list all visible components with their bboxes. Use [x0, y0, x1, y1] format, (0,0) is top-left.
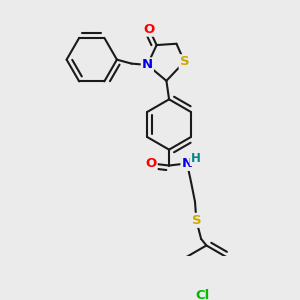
Text: N: N: [182, 157, 193, 170]
Text: Cl: Cl: [195, 289, 209, 300]
Text: S: S: [180, 55, 189, 68]
Text: N: N: [142, 58, 153, 71]
Text: H: H: [190, 152, 200, 165]
Text: S: S: [191, 214, 201, 227]
Text: O: O: [146, 157, 157, 170]
Text: O: O: [144, 23, 155, 36]
